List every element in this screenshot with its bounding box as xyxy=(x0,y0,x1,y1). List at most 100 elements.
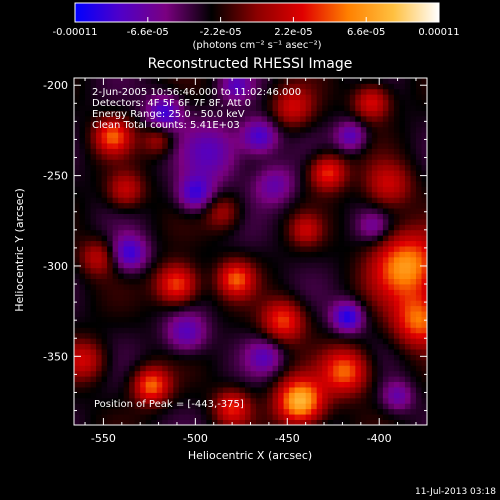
heatmap-cell xyxy=(145,397,152,404)
heatmap-cell xyxy=(404,419,411,425)
heatmap-cell xyxy=(338,392,345,399)
heatmap-cell xyxy=(107,240,114,247)
heatmap-cell xyxy=(129,115,136,122)
heatmap-cell xyxy=(256,300,262,307)
heatmap-cell xyxy=(85,338,91,345)
heatmap-cell xyxy=(134,202,141,209)
heatmap-cell xyxy=(101,387,108,393)
heatmap-cell xyxy=(338,256,345,263)
heatmap-cell xyxy=(96,110,102,117)
heatmap-cell xyxy=(399,94,406,101)
heatmap-cell xyxy=(410,99,417,106)
heatmap-cell xyxy=(261,170,268,176)
heatmap-cell xyxy=(360,305,367,312)
heatmap-cell xyxy=(118,376,125,383)
heatmap-cell xyxy=(173,110,180,117)
heatmap-cell xyxy=(184,126,191,133)
heatmap-cell xyxy=(399,115,406,122)
y-axis-label: Heliocentric Y (arcsec) xyxy=(13,188,26,312)
heatmap-cell xyxy=(256,273,262,280)
heatmap-cell xyxy=(289,229,296,236)
heatmap-cell xyxy=(289,278,296,285)
heatmap-cell xyxy=(256,332,262,339)
heatmap-cell xyxy=(355,164,362,171)
heatmap-cell xyxy=(162,88,169,95)
heatmap-cell xyxy=(211,387,218,393)
heatmap-cell xyxy=(399,175,406,182)
heatmap-cell xyxy=(316,235,323,242)
heatmap-cell xyxy=(371,153,378,160)
heatmap-cell xyxy=(410,365,417,372)
heatmap-cell xyxy=(410,191,417,198)
heatmap-cell xyxy=(250,332,257,339)
heatmap-cell xyxy=(256,148,262,155)
heatmap-cell xyxy=(421,284,427,290)
heatmap-cell xyxy=(272,94,279,101)
heatmap-cell xyxy=(112,246,119,252)
heatmap-cell xyxy=(107,321,114,328)
heatmap-cell xyxy=(305,381,312,388)
heatmap-cell xyxy=(294,132,301,139)
heatmap-cell xyxy=(267,419,273,425)
heatmap-cell xyxy=(300,305,307,312)
heatmap-cell xyxy=(206,311,213,317)
heatmap-cell xyxy=(184,359,191,366)
heatmap-cell xyxy=(85,137,91,144)
heatmap-cell xyxy=(195,170,202,176)
heatmap-cell xyxy=(344,349,351,355)
heatmap-cell xyxy=(145,321,152,328)
heatmap-cell xyxy=(267,321,273,328)
heatmap-cell xyxy=(134,110,141,117)
heatmap-cell xyxy=(305,153,312,160)
heatmap-cell xyxy=(333,387,340,393)
heatmap-cell xyxy=(344,229,351,236)
heatmap-cell xyxy=(300,213,307,220)
heatmap-cell xyxy=(382,159,389,166)
heatmap-cell xyxy=(90,408,97,415)
heatmap-cell xyxy=(244,159,251,166)
heatmap-cell xyxy=(415,359,422,366)
heatmap-cell xyxy=(393,88,400,95)
heatmap-cell xyxy=(355,105,362,111)
heatmap-cell xyxy=(349,256,356,263)
heatmap-cell xyxy=(399,83,406,90)
heatmap-cell xyxy=(366,105,373,111)
heatmap-cell xyxy=(278,387,284,393)
heatmap-cell xyxy=(388,289,395,296)
heatmap-cell xyxy=(294,110,301,117)
heatmap-cell xyxy=(294,267,301,274)
heatmap-cell xyxy=(206,316,213,323)
heatmap-cell xyxy=(200,381,207,388)
heatmap-cell xyxy=(206,224,213,231)
heatmap-cell xyxy=(305,229,312,236)
heatmap-cell xyxy=(145,191,152,198)
heatmap-cell xyxy=(156,321,163,328)
heatmap-cell xyxy=(399,191,406,198)
heatmap-cell xyxy=(399,300,406,307)
heatmap-cell xyxy=(90,376,97,383)
heatmap-cell xyxy=(377,354,384,361)
heatmap-cell xyxy=(206,419,213,425)
heatmap-cell xyxy=(140,235,147,242)
heatmap-cell xyxy=(399,414,406,420)
heatmap-cell xyxy=(167,262,174,269)
heatmap-cell xyxy=(222,159,229,166)
heatmap-cell xyxy=(244,376,251,383)
heatmap-cell xyxy=(305,159,312,166)
heatmap-cell xyxy=(294,229,301,236)
heatmap-cell xyxy=(74,349,80,355)
heatmap-cell xyxy=(118,305,125,312)
heatmap-cell xyxy=(211,316,218,323)
heatmap-cell xyxy=(371,332,378,339)
heatmap-cell xyxy=(79,408,86,415)
heatmap-cell xyxy=(217,359,224,366)
heatmap-cell xyxy=(162,110,169,117)
heatmap-cell xyxy=(410,397,417,404)
heatmap-cell xyxy=(134,94,141,101)
heatmap-cell xyxy=(311,251,318,258)
heatmap-cell xyxy=(371,164,378,171)
heatmap-cell xyxy=(217,235,224,242)
heatmap-cell xyxy=(189,332,196,339)
heatmap-cell xyxy=(393,181,400,187)
heatmap-cell xyxy=(151,132,158,139)
